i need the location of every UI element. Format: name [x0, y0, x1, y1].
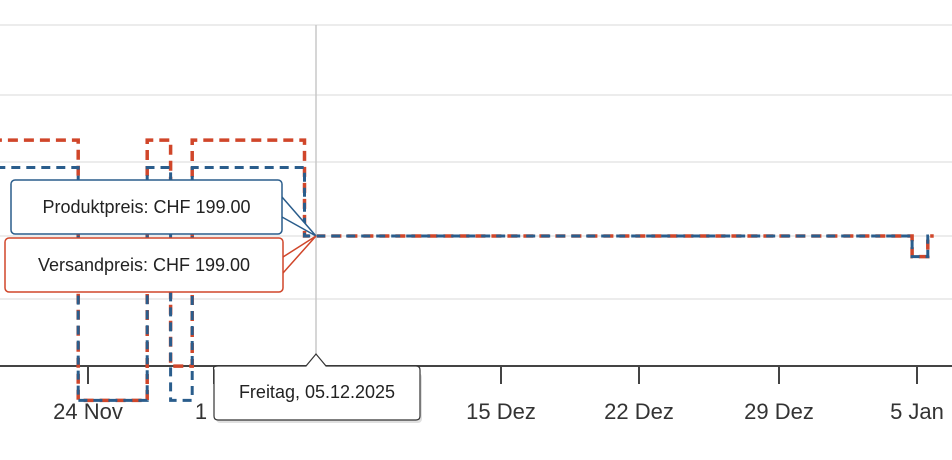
- tooltip-item: Versandpreis: CHF 199.00: [4, 235, 317, 293]
- x-tick-label: 5 Jan: [890, 399, 944, 424]
- grid: [0, 24, 952, 300]
- x-tick-label: 22 Dez: [604, 399, 674, 424]
- tooltip-label: Versandpreis: CHF 199.00: [38, 255, 250, 275]
- tooltip: Produktpreis: CHF 199.00 Versandpreis: CH…: [4, 179, 422, 423]
- x-tick-label: 1: [195, 399, 207, 424]
- x-axis: 24 Nov 1 15 Dez 22 Dez 29 Dez 5 Jan: [0, 365, 952, 424]
- tooltip-item: Produktpreis: CHF 199.00: [10, 179, 317, 237]
- tooltip-label: Produktpreis: CHF 199.00: [42, 197, 250, 217]
- series-lines: [0, 138, 934, 403]
- series-line-produktpreis: [0, 166, 934, 402]
- x-tick-label: 29 Dez: [744, 399, 814, 424]
- x-tick-label: 15 Dez: [466, 399, 536, 424]
- tooltip-date: Freitag, 05.12.2025: [212, 353, 422, 423]
- series-line-versandpreis: [0, 138, 934, 403]
- x-tick-label: 24 Nov: [53, 399, 123, 424]
- tooltip-date-label: Freitag, 05.12.2025: [239, 382, 395, 402]
